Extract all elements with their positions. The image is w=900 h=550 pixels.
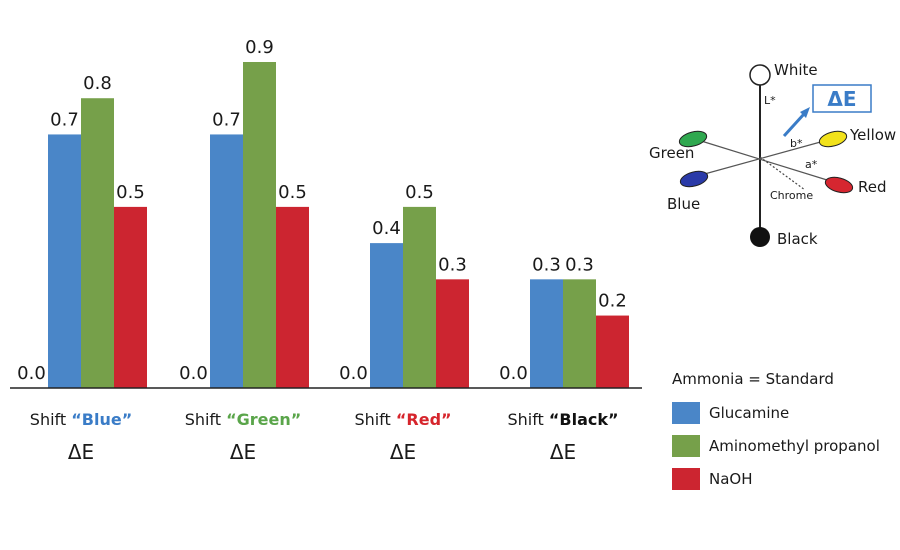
bar-3-3 <box>596 315 629 388</box>
legend-label-0: Glucamine <box>709 403 790 422</box>
category-label-1: Shift “Green” <box>185 410 302 429</box>
bar-3-1 <box>276 206 309 388</box>
delta-e-label-1: ΔE <box>230 440 256 464</box>
bars-group: 0.00.70.80.50.00.70.90.50.00.40.50.30.00… <box>17 37 629 388</box>
red-label: Red <box>858 178 887 196</box>
data-label-2-2: 0.5 <box>405 182 434 203</box>
legend-label-2: NaOH <box>709 469 753 488</box>
bar-3-2 <box>436 279 469 388</box>
legend-rows: Glucamine Aminomethyl propanol NaOH <box>672 396 900 495</box>
color-space-diagram: White Black Green Blue Yellow Red Chrome… <box>649 61 896 248</box>
yellow-label: Yellow <box>849 126 896 144</box>
data-label-3-1: 0.5 <box>278 182 307 203</box>
category-label-2: Shift “Red” <box>354 410 451 429</box>
green-point-icon <box>678 130 708 148</box>
data-label-1-1: 0.7 <box>212 109 241 130</box>
a-axis-line <box>697 139 841 185</box>
b-axis-label: b* <box>790 137 803 150</box>
bar-1-0 <box>48 134 81 388</box>
bar-1-3 <box>530 279 563 388</box>
delta-e-label-2: ΔE <box>390 440 416 464</box>
b-axis-line <box>689 137 836 179</box>
bar-2-1 <box>243 62 276 388</box>
legend-item-1: Aminomethyl propanol <box>672 429 900 462</box>
bar-1-1 <box>210 134 243 388</box>
data-label-2-1: 0.9 <box>245 37 274 58</box>
data-label-1-2: 0.4 <box>372 218 401 239</box>
bar-2-0 <box>81 98 114 388</box>
data-label-3-2: 0.3 <box>438 254 467 275</box>
delta-arrow-icon <box>782 112 806 138</box>
data-label-1-3: 0.3 <box>532 254 561 275</box>
delta-e-label-3: ΔE <box>550 440 576 464</box>
data-label-0-0: 0.0 <box>17 363 46 384</box>
delta-e-box <box>812 84 872 113</box>
legend-title: Ammonia = Standard <box>672 370 834 388</box>
black-label: Black <box>777 230 818 248</box>
data-label-3-0: 0.5 <box>116 182 145 203</box>
data-label-1-0: 0.7 <box>50 109 79 130</box>
bar-1-2 <box>370 243 403 388</box>
category-labels: Shift “Blue” ΔE Shift “Green” ΔE Shift “Red”… <box>30 410 619 464</box>
bar-2-2 <box>403 206 436 388</box>
delta-e-label-0: ΔE <box>68 440 94 464</box>
blue-label: Blue <box>667 195 700 213</box>
bar-2-3 <box>563 279 596 388</box>
legend-swatch-2 <box>672 467 700 490</box>
bar-3-0 <box>114 206 147 388</box>
delta-arrowhead-icon <box>800 107 810 118</box>
data-label-0-2: 0.0 <box>339 363 368 384</box>
category-label-3: Shift “Black” <box>507 410 618 429</box>
white-label: White <box>774 61 818 79</box>
blue-point-icon <box>679 170 709 188</box>
legend-swatch-1 <box>672 434 700 457</box>
chrome-line <box>759 156 806 191</box>
data-label-2-3: 0.3 <box>565 254 594 275</box>
red-point-icon <box>824 176 854 194</box>
legend: Ammonia = Standard Glucamine Aminomethyl … <box>672 370 900 495</box>
green-label: Green <box>649 144 694 162</box>
data-label-2-0: 0.8 <box>83 73 112 94</box>
legend-item-0: Glucamine <box>672 396 900 429</box>
data-label-0-1: 0.0 <box>179 363 208 384</box>
legend-label-1: Aminomethyl propanol <box>709 436 880 455</box>
white-point-icon <box>749 64 771 86</box>
chrome-label: Chrome <box>770 189 813 202</box>
legend-item-2: NaOH <box>672 462 900 495</box>
delta-e-label: ΔE <box>827 87 856 111</box>
data-label-0-3: 0.0 <box>499 363 528 384</box>
legend-swatch-0 <box>672 401 700 424</box>
l-axis-label: L* <box>764 94 776 107</box>
yellow-point-icon <box>818 130 848 148</box>
a-axis-label: a* <box>805 158 818 171</box>
data-label-3-3: 0.2 <box>598 291 627 312</box>
category-label-0: Shift “Blue” <box>30 410 132 429</box>
black-point-icon <box>750 227 770 247</box>
